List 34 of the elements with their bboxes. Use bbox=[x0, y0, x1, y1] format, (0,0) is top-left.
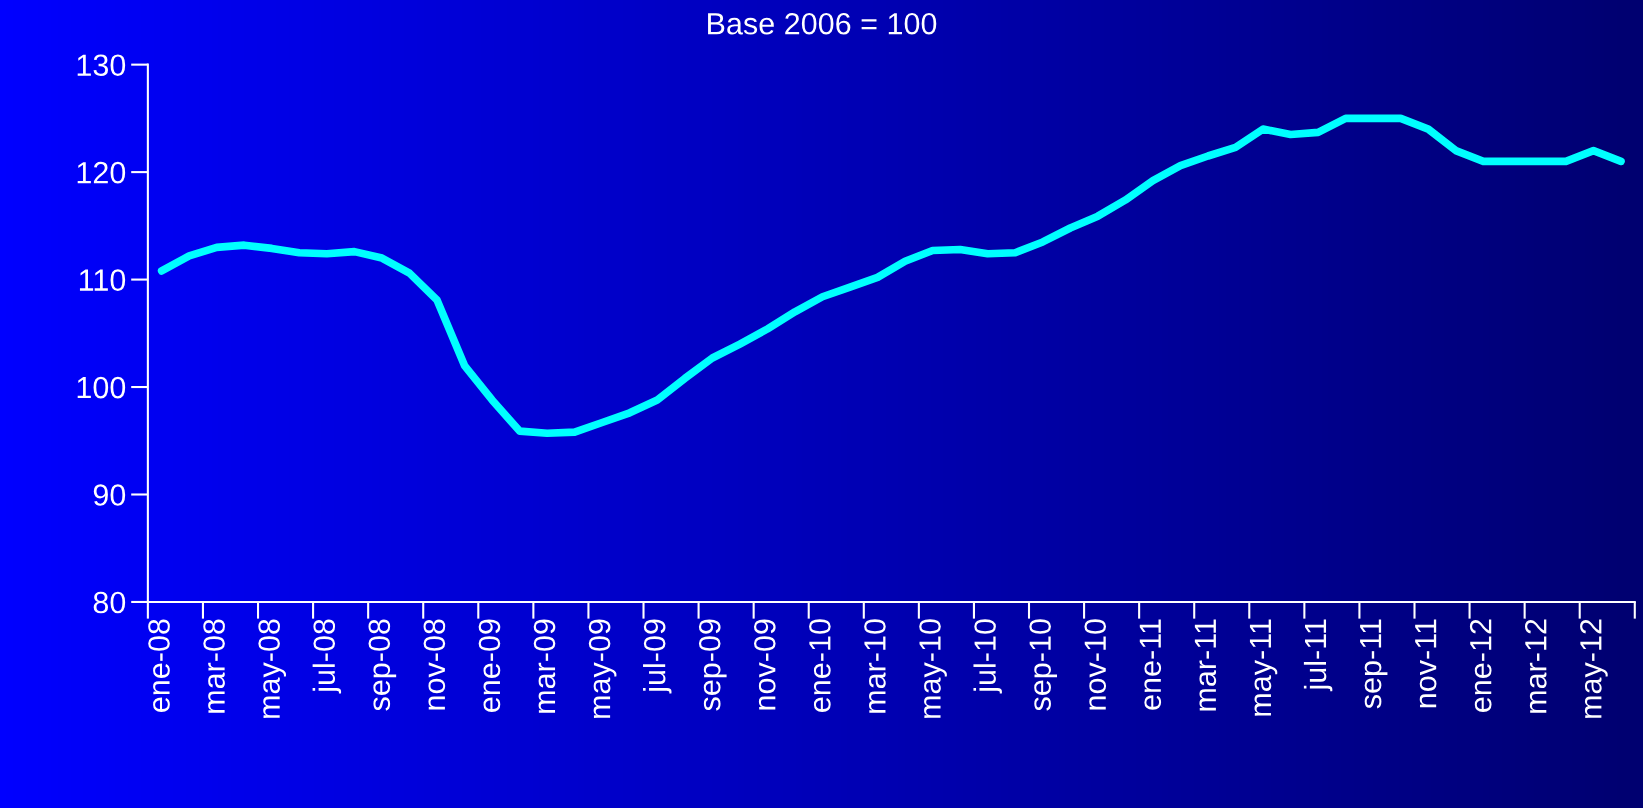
x-tick-label: mar-12 bbox=[1524, 619, 1547, 713]
y-tick-label: 90 bbox=[93, 484, 126, 506]
x-tick-label: nov-11 bbox=[1415, 619, 1437, 708]
x-tick-label: ene-09 bbox=[478, 619, 501, 712]
y-tick-label: 110 bbox=[79, 269, 126, 291]
x-tick-label: ene-10 bbox=[809, 619, 831, 712]
x-tick-label: may-12 bbox=[1580, 619, 1608, 718]
x-tick-label: sep-09 bbox=[698, 619, 727, 711]
x-tick-label: mar-08 bbox=[203, 619, 225, 713]
x-tick-label: nov-09 bbox=[753, 619, 776, 710]
x-tick-label: mar-10 bbox=[864, 619, 886, 713]
y-tick-label: 80 bbox=[93, 591, 126, 614]
y-tick-label: 100 bbox=[77, 376, 126, 399]
x-tick-label: sep-11 bbox=[1360, 619, 1388, 709]
x-tick-label: may-09 bbox=[588, 619, 617, 718]
x-tick-label: may-10 bbox=[919, 619, 947, 718]
x-tick-label: mar-09 bbox=[533, 619, 556, 713]
x-tick-label: sep-08 bbox=[368, 619, 397, 711]
x-tick-label: jul-11 bbox=[1303, 619, 1333, 692]
x-tick-label: ene-12 bbox=[1469, 619, 1492, 712]
x-tick-label: mar-11 bbox=[1194, 619, 1217, 711]
x-tick-label: ene-11 bbox=[1139, 619, 1162, 710]
chart-title: Base 2006 = 100 bbox=[708, 12, 937, 35]
x-tick-label: jul-08 bbox=[312, 619, 342, 694]
y-tick-label: 130 bbox=[77, 54, 126, 77]
x-tick-label: nov-10 bbox=[1084, 619, 1107, 710]
x-tick-label: may-11 bbox=[1249, 619, 1278, 716]
x-tick-label: nov-08 bbox=[423, 619, 446, 710]
x-tick-label: jul-09 bbox=[643, 619, 672, 694]
y-tick-label: 120 bbox=[77, 161, 126, 184]
x-tick-label: jul-10 bbox=[973, 619, 1002, 694]
x-tick-label: ene-08 bbox=[148, 619, 170, 712]
x-tick-label: may-08 bbox=[258, 619, 287, 718]
x-tick-label: sep-10 bbox=[1029, 619, 1058, 711]
